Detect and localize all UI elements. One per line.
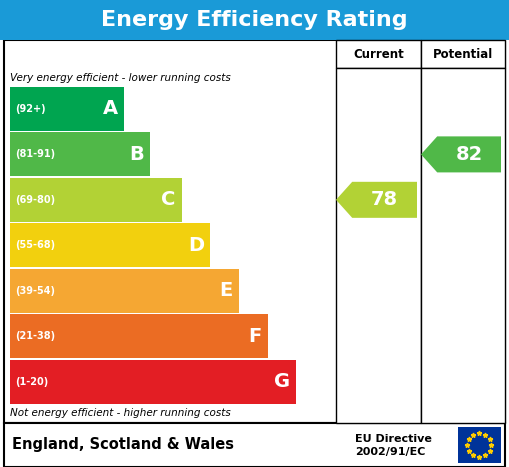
Text: (92+): (92+) — [15, 104, 46, 114]
Bar — [4, 423, 505, 467]
Polygon shape — [421, 136, 501, 172]
Bar — [336, 40, 421, 68]
Bar — [10, 87, 125, 131]
Text: 2002/91/EC: 2002/91/EC — [355, 447, 426, 457]
Text: Not energy efficient - higher running costs: Not energy efficient - higher running co… — [10, 408, 231, 418]
Bar — [421, 68, 505, 423]
Text: 78: 78 — [371, 191, 398, 209]
Text: A: A — [103, 99, 119, 119]
Bar — [10, 223, 210, 267]
Text: EU Directive: EU Directive — [355, 434, 432, 444]
Text: Energy Efficiency Rating: Energy Efficiency Rating — [101, 10, 408, 30]
Text: (21-38): (21-38) — [15, 331, 55, 341]
Text: B: B — [129, 145, 144, 164]
Polygon shape — [336, 182, 417, 218]
Text: G: G — [274, 372, 290, 391]
Text: England, Scotland & Wales: England, Scotland & Wales — [12, 438, 234, 453]
Bar — [10, 133, 150, 177]
Bar — [0, 0, 509, 40]
Text: Very energy efficient - lower running costs: Very energy efficient - lower running co… — [10, 73, 231, 83]
Text: Current: Current — [353, 48, 404, 61]
Text: D: D — [188, 236, 204, 255]
Bar — [10, 360, 296, 403]
Bar — [10, 314, 268, 358]
Text: (69-80): (69-80) — [15, 195, 55, 205]
Text: (1-20): (1-20) — [15, 376, 48, 387]
Bar — [458, 427, 501, 463]
Text: E: E — [220, 281, 233, 300]
Text: (39-54): (39-54) — [15, 286, 55, 296]
Text: (81-91): (81-91) — [15, 149, 55, 159]
Text: (55-68): (55-68) — [15, 240, 55, 250]
Text: F: F — [248, 326, 262, 346]
Bar — [336, 68, 421, 423]
Bar — [10, 269, 239, 312]
Text: 82: 82 — [456, 145, 483, 164]
Text: C: C — [161, 191, 176, 209]
Bar — [421, 40, 505, 68]
Bar — [4, 40, 505, 423]
Bar — [10, 178, 182, 222]
Text: Potential: Potential — [433, 48, 493, 61]
